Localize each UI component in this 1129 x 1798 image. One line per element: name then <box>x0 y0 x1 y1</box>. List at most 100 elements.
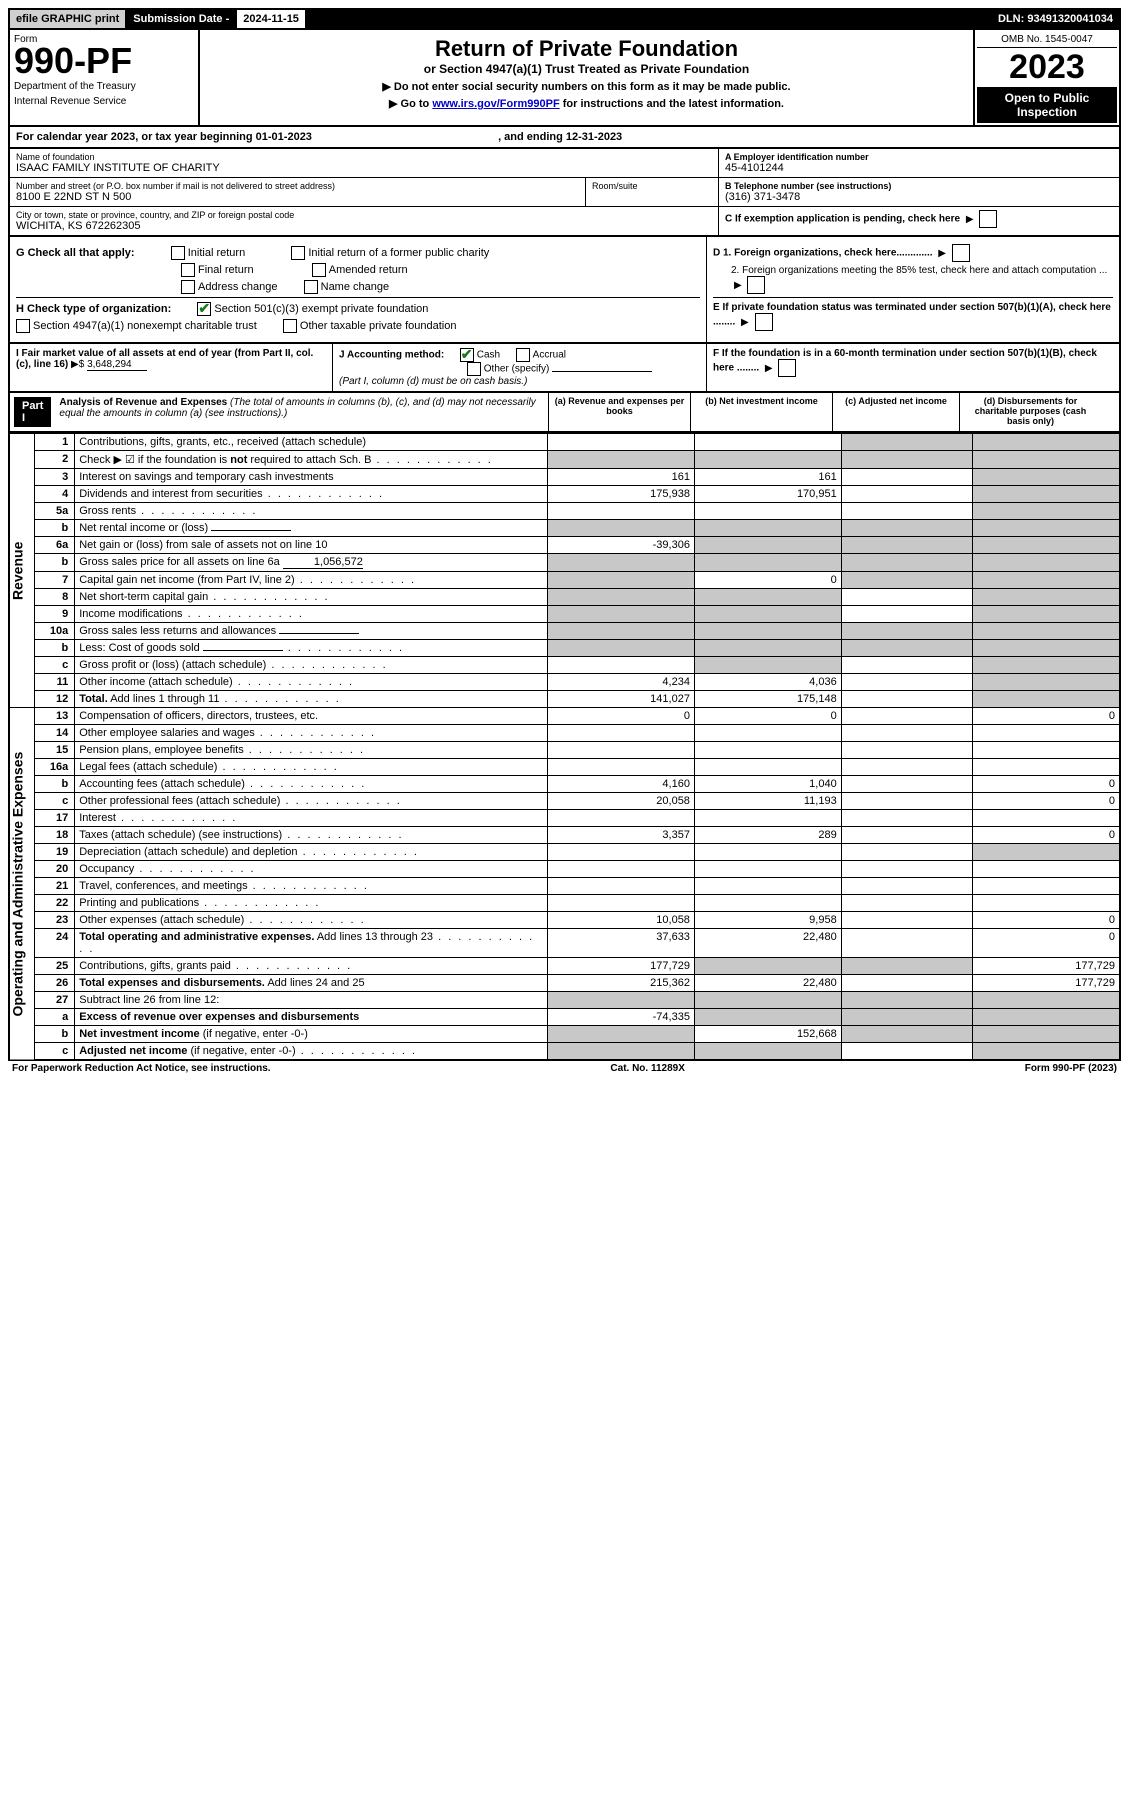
line-desc: Contributions, gifts, grants, etc., rece… <box>75 434 548 451</box>
cell-amt <box>973 725 1120 742</box>
line-desc: Total operating and administrative expen… <box>75 929 548 958</box>
table-row: 24Total operating and administrative exp… <box>9 929 1120 958</box>
cell-amt: 0 <box>548 708 695 725</box>
cell-amt <box>841 793 972 810</box>
checks-right: D 1. Foreign organizations, check here..… <box>706 237 1119 342</box>
checkbox-h1[interactable] <box>197 302 211 316</box>
line-desc: Net gain or (loss) from sale of assets n… <box>75 537 548 554</box>
table-row: 23Other expenses (attach schedule)10,058… <box>9 912 1120 929</box>
cell-amt: 10,058 <box>548 912 695 929</box>
table-row: bGross sales price for all assets on lin… <box>9 554 1120 572</box>
cell-amt <box>548 810 695 827</box>
cell-amt <box>548 861 695 878</box>
checkbox-c[interactable] <box>979 210 997 228</box>
cell-grey <box>973 844 1120 861</box>
line-num: 8 <box>35 589 75 606</box>
ij-block: I Fair market value of all assets at end… <box>8 344 1121 393</box>
line-num: c <box>35 1043 75 1061</box>
section-label: Revenue <box>9 434 35 708</box>
table-row: 7Capital gain net income (from Part IV, … <box>9 572 1120 589</box>
cell-grey <box>841 451 972 469</box>
d1-row: D 1. Foreign organizations, check here..… <box>713 244 1113 262</box>
line-desc: Other professional fees (attach schedule… <box>75 793 548 810</box>
checkbox-g6[interactable] <box>304 280 318 294</box>
cell-amt <box>841 742 972 759</box>
cell-amt <box>841 503 972 520</box>
cell-grey <box>841 1009 972 1026</box>
line-desc: Printing and publications <box>75 895 548 912</box>
checkbox-accrual[interactable] <box>516 348 530 362</box>
line-desc: Net short-term capital gain <box>75 589 548 606</box>
line-desc: Other expenses (attach schedule) <box>75 912 548 929</box>
cell-amt <box>841 606 972 623</box>
cell-amt <box>548 657 695 674</box>
line-desc: Income modifications <box>75 606 548 623</box>
line-num: 7 <box>35 572 75 589</box>
checkbox-d1[interactable] <box>952 244 970 262</box>
checkbox-cash[interactable] <box>460 348 474 362</box>
cell-grey <box>548 1026 695 1043</box>
checkbox-g4[interactable] <box>312 263 326 277</box>
line-num: c <box>35 793 75 810</box>
footer-mid: Cat. No. 11289X <box>610 1063 684 1074</box>
table-row: 16aLegal fees (attach schedule) <box>9 759 1120 776</box>
table-row: 20Occupancy <box>9 861 1120 878</box>
h-row2: Section 4947(a)(1) nonexempt charitable … <box>16 319 700 333</box>
checkbox-g1[interactable] <box>171 246 185 260</box>
cell-grey <box>973 1009 1120 1026</box>
table-row: 6aNet gain or (loss) from sale of assets… <box>9 537 1120 554</box>
part1-desc: Analysis of Revenue and Expenses (The to… <box>51 397 544 427</box>
efile-badge[interactable]: efile GRAPHIC print <box>10 10 125 28</box>
line-num: 15 <box>35 742 75 759</box>
cell-amt <box>694 861 841 878</box>
col-b-head: (b) Net investment income <box>690 393 832 431</box>
instruct-2: ▶ Go to www.irs.gov/Form990PF for instru… <box>206 97 967 110</box>
line-desc: Excess of revenue over expenses and disb… <box>75 1009 548 1026</box>
table-row: 19Depreciation (attach schedule) and dep… <box>9 844 1120 861</box>
checkbox-g2[interactable] <box>291 246 305 260</box>
cell-grey <box>973 451 1120 469</box>
checkbox-e[interactable] <box>755 313 773 331</box>
line-desc: Total. Add lines 1 through 11 <box>75 691 548 708</box>
table-row: 17Interest <box>9 810 1120 827</box>
table-row: bAccounting fees (attach schedule)4,1601… <box>9 776 1120 793</box>
table-row: aExcess of revenue over expenses and dis… <box>9 1009 1120 1026</box>
checkbox-h3[interactable] <box>283 319 297 333</box>
line-desc: Depreciation (attach schedule) and deple… <box>75 844 548 861</box>
cell-amt: 170,951 <box>694 486 841 503</box>
cell-grey <box>548 623 695 640</box>
ein-cell: A Employer identification number 45-4101… <box>719 149 1119 177</box>
table-row: 25Contributions, gifts, grants paid177,7… <box>9 958 1120 975</box>
checkbox-other[interactable] <box>467 362 481 376</box>
cell-amt <box>694 742 841 759</box>
cell-amt <box>841 975 972 992</box>
cell-grey <box>841 623 972 640</box>
checkbox-g5[interactable] <box>181 280 195 294</box>
cell-grey <box>548 451 695 469</box>
cell-amt <box>841 725 972 742</box>
cell-grey <box>694 451 841 469</box>
cell-grey <box>694 554 841 572</box>
cell-amt <box>973 759 1120 776</box>
checkbox-f[interactable] <box>778 359 796 377</box>
checkbox-d2[interactable] <box>747 276 765 294</box>
arrow-icon: ▶ <box>966 214 974 225</box>
cell-grey <box>973 1026 1120 1043</box>
table-row: cAdjusted net income (if negative, enter… <box>9 1043 1120 1061</box>
cell-amt: 0 <box>973 827 1120 844</box>
line-num: b <box>35 520 75 537</box>
cell-amt: 4,160 <box>548 776 695 793</box>
irs-link[interactable]: www.irs.gov/Form990PF <box>432 98 559 110</box>
line-num: 19 <box>35 844 75 861</box>
checkbox-h2[interactable] <box>16 319 30 333</box>
table-row: 3Interest on savings and temporary cash … <box>9 469 1120 486</box>
line-num: 13 <box>35 708 75 725</box>
cell-grey <box>548 640 695 657</box>
line-num: 24 <box>35 929 75 958</box>
line-num: 25 <box>35 958 75 975</box>
cell-amt: 4,036 <box>694 674 841 691</box>
checkbox-g3[interactable] <box>181 263 195 277</box>
dept-treasury: Department of the Treasury <box>14 81 194 92</box>
cell-grey <box>548 554 695 572</box>
line-num: a <box>35 1009 75 1026</box>
